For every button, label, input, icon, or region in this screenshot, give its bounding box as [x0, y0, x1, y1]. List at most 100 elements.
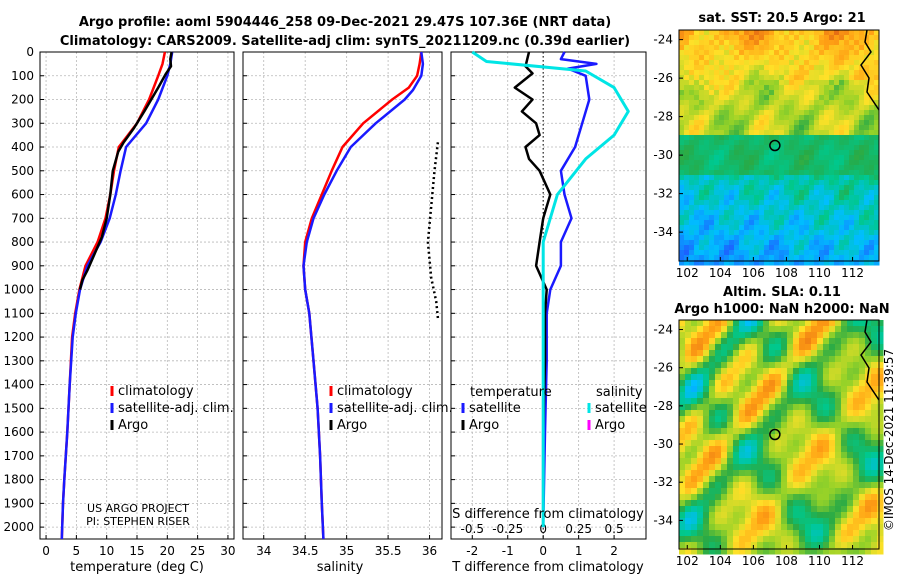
map-cell [739, 410, 746, 417]
map-cell [757, 392, 764, 399]
map-cell [789, 225, 795, 231]
map-cell [799, 105, 805, 111]
map-cell [805, 542, 812, 549]
map-cell [689, 165, 695, 171]
map-cell [839, 255, 845, 261]
map-cell [684, 120, 690, 126]
map-cell [779, 55, 785, 61]
map-cell [829, 100, 835, 106]
map-cell [799, 416, 806, 423]
map-cell [684, 200, 690, 206]
map-cell [849, 235, 855, 241]
map-cell [739, 440, 746, 447]
map-cell [751, 410, 758, 417]
map-cell [784, 60, 790, 66]
map-cell [779, 120, 785, 126]
map-cell [774, 70, 780, 76]
map-cell [697, 536, 704, 543]
y-tick-label: 800 [11, 235, 34, 249]
map-cell [699, 115, 705, 121]
map-cell [789, 115, 795, 121]
map-cell [811, 464, 818, 471]
map-cell [685, 356, 692, 363]
y-tick-label: -30 [653, 148, 673, 162]
map-cell [734, 135, 740, 141]
map-cell [841, 548, 848, 555]
map-cell [829, 55, 835, 61]
map-cell [784, 250, 790, 256]
map-cell [829, 452, 836, 459]
map-cell [819, 60, 825, 66]
map-cell [769, 45, 775, 51]
map-cell [874, 260, 880, 266]
map-cell [877, 452, 884, 459]
map-cell [739, 50, 745, 56]
map-cell [864, 250, 870, 256]
map-cell [744, 235, 750, 241]
map-cell [744, 200, 750, 206]
map-cell [847, 536, 854, 543]
map-cell [859, 416, 866, 423]
map-cell [757, 404, 764, 411]
map-cell [774, 210, 780, 216]
map-cell [719, 185, 725, 191]
map-cell [727, 386, 734, 393]
map-cell [874, 100, 880, 106]
salinity-xlabel: salinity [317, 560, 364, 575]
map-cell [679, 50, 685, 56]
map-cell [789, 205, 795, 211]
map-cell [844, 50, 850, 56]
map-cell [757, 488, 764, 495]
map-cell [859, 410, 866, 417]
map-cell [694, 205, 700, 211]
map-cell [727, 338, 734, 345]
map-cell [809, 60, 815, 66]
map-cell [859, 446, 866, 453]
map-cell [784, 35, 790, 41]
map-cell [764, 60, 770, 66]
map-cell [729, 205, 735, 211]
map-cell [715, 422, 722, 429]
map-cell [679, 548, 686, 555]
map-cell [754, 155, 760, 161]
map-cell [754, 60, 760, 66]
map-cell [824, 110, 830, 116]
map-cell [769, 105, 775, 111]
map-cell [759, 140, 765, 146]
map-cell [865, 506, 872, 513]
map-cell [809, 240, 815, 246]
map-cell [839, 135, 845, 141]
map-cell [719, 135, 725, 141]
y-tick-label: -32 [653, 187, 673, 201]
map-cell [779, 100, 785, 106]
y-tick-label: 1900 [3, 496, 34, 510]
map-cell [864, 40, 870, 46]
map-cell [805, 356, 812, 363]
map-cell [794, 175, 800, 181]
map-cell [769, 512, 776, 519]
map-cell [841, 464, 848, 471]
map-cell [709, 482, 716, 489]
map-cell [847, 488, 854, 495]
map-cell [691, 506, 698, 513]
x-tick-label: 102 [676, 266, 699, 280]
map-cell [769, 240, 775, 246]
map-cell [865, 500, 872, 507]
map-cell [739, 500, 746, 507]
map-cell [854, 45, 860, 51]
map-cell [793, 452, 800, 459]
map-cell [874, 130, 880, 136]
map-cell [739, 90, 745, 96]
map-cell [715, 434, 722, 441]
map-cell [799, 225, 805, 231]
map-cell [874, 140, 880, 146]
map-cell [724, 85, 730, 91]
map-cell [691, 542, 698, 549]
map-cell [849, 105, 855, 111]
map-cell [739, 398, 746, 405]
map-cell [679, 500, 686, 507]
map-cell [739, 386, 746, 393]
map-cell [729, 30, 735, 36]
map-cell [823, 410, 830, 417]
map-cell [689, 230, 695, 236]
